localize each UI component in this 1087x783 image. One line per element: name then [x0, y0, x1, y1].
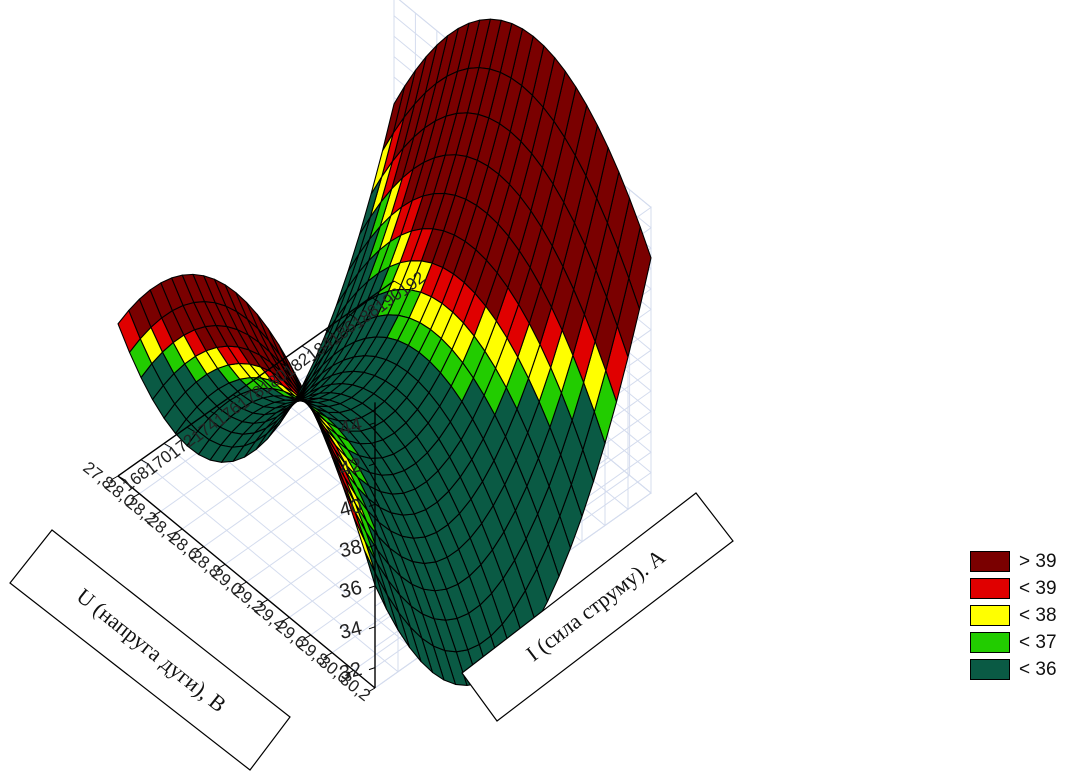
u-tick-mark: [239, 581, 247, 587]
legend-label: < 36: [1019, 658, 1057, 680]
u-tick-mark: [282, 616, 290, 622]
legend-label: > 39: [1019, 550, 1057, 572]
legend-swatch: [970, 605, 1010, 626]
u-tick-mark: [324, 652, 333, 658]
u-tick-mark: [132, 493, 140, 499]
i-tick-mark: [232, 394, 241, 400]
u-tick-mark: [153, 510, 162, 516]
i-tick-mark: [117, 475, 126, 481]
z-tick-mark: [368, 585, 376, 589]
z-tick-label: 36: [337, 577, 364, 604]
legend-swatch: [970, 578, 1010, 599]
u-tick-mark: [346, 669, 354, 675]
z-tick-label: 44: [337, 413, 364, 440]
legend-swatch: [970, 632, 1010, 653]
i-tick-mark: [393, 280, 402, 286]
i-tick-mark: [278, 361, 287, 367]
z-tick-mark: [368, 626, 376, 630]
legend-item: < 38: [970, 602, 1080, 629]
legend-label: < 39: [1019, 577, 1057, 599]
i-tick-mark: [324, 329, 333, 335]
i-tick-mark: [186, 426, 195, 432]
response-surface: [117, 18, 652, 687]
u-tick-mark: [175, 528, 183, 534]
z-tick-label: 38: [337, 536, 364, 563]
i-tick-mark: [301, 345, 310, 351]
z-tick-mark: [368, 503, 376, 507]
i-tick-mark: [370, 296, 379, 302]
surface-cell: [117, 309, 141, 353]
u-tick-mark: [196, 546, 204, 552]
i-tick-mark: [140, 459, 149, 465]
z-tick-mark: [368, 667, 376, 671]
u-tick-mark: [303, 634, 311, 640]
z-tick-mark: [368, 544, 376, 548]
i-tick-mark: [255, 378, 264, 383]
legend: > 39 < 39 < 38 < 37 < 36: [970, 548, 1080, 683]
u-axis-title-box: U (напруга дуги), В: [9, 529, 291, 771]
u-tick-mark: [217, 563, 226, 569]
legend-label: < 38: [1019, 604, 1057, 626]
legend-item: < 37: [970, 629, 1080, 656]
i-tick-mark: [347, 313, 356, 318]
legend-item: > 39: [970, 548, 1080, 575]
z-tick-mark: [368, 422, 376, 426]
legend-label: < 37: [1019, 631, 1057, 653]
legend-item: < 39: [970, 575, 1080, 602]
u-tick-mark: [367, 687, 376, 693]
legend-item: < 36: [970, 656, 1080, 683]
i-tick-mark: [163, 443, 172, 448]
z-tick-mark: [368, 463, 376, 467]
z-tick-label: 34: [337, 617, 364, 644]
legend-swatch: [970, 659, 1010, 680]
legend-swatch: [970, 551, 1010, 572]
z-tick-label: 42: [337, 454, 364, 481]
u-tick-mark: [260, 599, 269, 605]
u-tick-mark: [110, 475, 119, 481]
i-tick-mark: [209, 410, 218, 416]
z-tick-label: 40: [337, 495, 364, 522]
